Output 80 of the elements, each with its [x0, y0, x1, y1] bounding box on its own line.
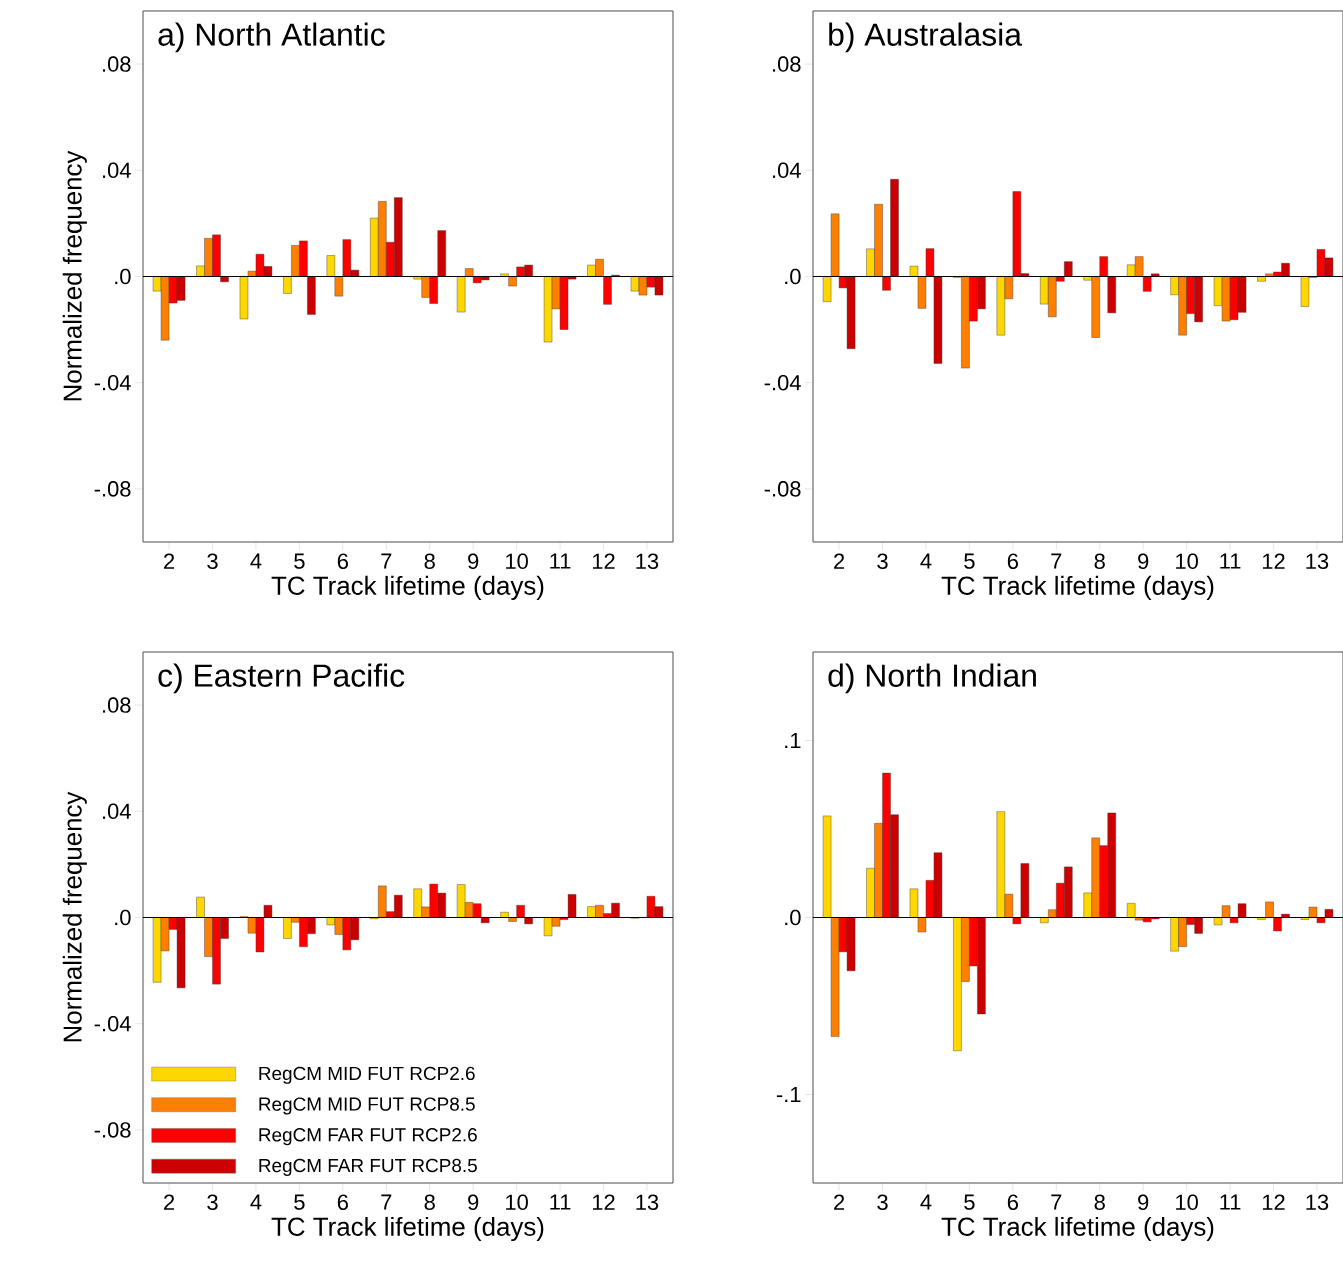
- x-tick-label: 7: [381, 1194, 392, 1210]
- x-tick-label: 10: [1176, 1194, 1198, 1211]
- x-tick-label: 9: [1138, 1194, 1149, 1211]
- y-tick-label: -.04: [94, 374, 131, 391]
- x-tick-label: 11: [550, 1194, 571, 1210]
- x-tick-label: 6: [1007, 553, 1018, 570]
- y-tick-label: .08: [773, 56, 801, 72]
- x-tick-label: 2: [834, 1194, 845, 1210]
- x-tick-label: 3: [207, 1194, 218, 1211]
- legend-label: RegCM FAR FUT RCP2.6: [259, 1128, 477, 1146]
- chart-title: b) Australasia: [829, 22, 1022, 53]
- x-tick-label: 6: [337, 553, 348, 570]
- x-tick-label: 2: [164, 1194, 175, 1210]
- x-tick-label: 11: [550, 553, 571, 569]
- x-tick-label: 4: [920, 1194, 932, 1210]
- y-tick-label: .0: [115, 909, 131, 926]
- x-axis-title: TC Track lifetime (days): [941, 575, 1214, 601]
- x-tick-label: 3: [877, 553, 888, 570]
- chart-title: c) Eastern Pacific: [158, 663, 405, 694]
- x-tick-label: 13: [1306, 1194, 1329, 1211]
- x-tick-label: 6: [1007, 1194, 1018, 1211]
- x-tick-label: 9: [1138, 553, 1149, 570]
- x-tick-label: 12: [592, 1194, 615, 1210]
- x-tick-label: 12: [1262, 553, 1285, 569]
- y-tick-label: -.08: [764, 481, 801, 497]
- y-tick-label: -.08: [94, 481, 131, 497]
- x-tick-label: 6: [337, 1194, 348, 1211]
- y-tick-label: .04: [773, 162, 801, 179]
- y-tick-label: -.04: [94, 1015, 131, 1032]
- x-tick-label: 10: [1176, 553, 1198, 570]
- x-tick-label: 4: [920, 553, 932, 569]
- x-tick-label: 10: [506, 553, 528, 570]
- y-tick-label: -.04: [764, 374, 801, 391]
- x-tick-label: 3: [207, 553, 218, 570]
- x-tick-label: 5: [964, 553, 975, 569]
- legend-label: RegCM MID FUT RCP8.5: [259, 1097, 475, 1115]
- x-tick-label: 5: [964, 1194, 975, 1210]
- x-tick-label: 2: [834, 553, 845, 569]
- x-tick-label: 4: [250, 1194, 262, 1210]
- y-tick-label: .08: [103, 697, 131, 713]
- y-tick-label: .08: [103, 56, 131, 72]
- y-tick-label: .04: [103, 803, 131, 820]
- x-tick-label: 7: [381, 553, 392, 569]
- x-tick-label: 8: [1094, 1194, 1105, 1211]
- x-tick-label: 11: [1220, 553, 1241, 569]
- y-axis-title: Normalized frequency: [62, 791, 87, 1042]
- x-tick-label: 12: [592, 553, 615, 569]
- x-tick-label: 10: [506, 1194, 528, 1211]
- chart-title: a) North Atlantic: [158, 22, 385, 53]
- x-axis-title: TC Track lifetime (days): [271, 575, 544, 601]
- y-axis-title: Normalized frequency: [62, 150, 87, 401]
- x-tick-label: 4: [250, 553, 262, 569]
- y-tick-label: -.1: [776, 1086, 801, 1103]
- x-tick-label: 2: [164, 553, 175, 569]
- x-tick-label: 13: [1306, 553, 1329, 570]
- x-tick-label: 7: [1051, 553, 1062, 569]
- y-tick-label: .04: [103, 162, 131, 179]
- y-tick-label: -.08: [94, 1122, 131, 1138]
- x-axis-title: TC Track lifetime (days): [941, 1216, 1214, 1242]
- x-tick-label: 9: [468, 1194, 479, 1211]
- y-tick-label: .0: [785, 909, 801, 926]
- x-tick-label: 5: [294, 1194, 305, 1210]
- legend-label: RegCM FAR FUT RCP8.5: [259, 1158, 477, 1176]
- y-tick-label: .0: [785, 268, 801, 285]
- x-tick-label: 12: [1262, 1194, 1285, 1210]
- legend-label: RegCM MID FUT RCP2.6: [259, 1066, 475, 1084]
- x-tick-label: 13: [636, 1194, 659, 1211]
- chart-title: d) North Indian: [828, 663, 1036, 694]
- y-tick-label: .0: [115, 268, 131, 285]
- x-tick-label: 8: [1094, 553, 1105, 570]
- x-tick-label: 11: [1220, 1194, 1241, 1210]
- x-tick-label: 7: [1051, 1194, 1062, 1210]
- x-tick-label: 8: [424, 553, 435, 570]
- y-tick-label: .1: [785, 732, 801, 749]
- x-tick-label: 13: [636, 553, 659, 570]
- x-tick-label: 5: [294, 553, 305, 569]
- x-axis-title: TC Track lifetime (days): [271, 1216, 544, 1242]
- x-tick-label: 9: [468, 553, 479, 570]
- x-tick-label: 8: [424, 1194, 435, 1211]
- x-tick-label: 3: [877, 1194, 888, 1211]
